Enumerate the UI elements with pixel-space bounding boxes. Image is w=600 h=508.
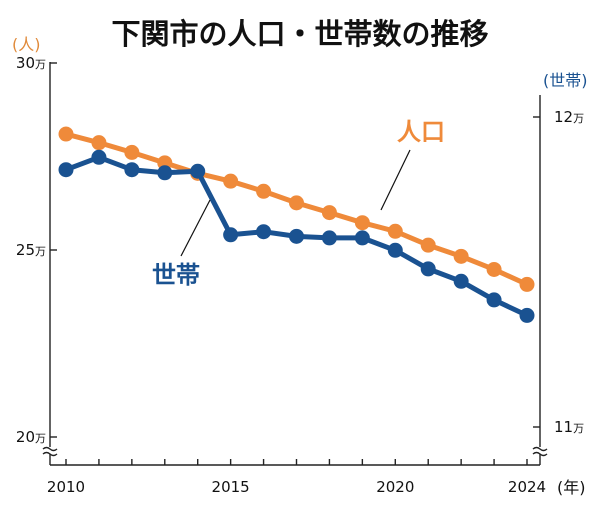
data-point-households [289,228,304,244]
data-point-population [91,135,107,151]
left-tick-label: 30万 [16,54,46,72]
data-point-population [124,144,140,160]
data-point-households [519,307,535,323]
right-tick-label: 12万 [554,108,584,126]
data-point-households [190,163,206,179]
data-point-households [420,261,436,277]
x-tick-label: 2010 [47,478,85,496]
x-axis-unit: (年) [557,478,586,497]
data-point-population [321,205,337,221]
households-leader-line [180,199,211,257]
data-point-population [58,126,74,142]
data-point-population [387,223,403,239]
left-axis-unit: (人) [12,35,41,54]
data-point-households [354,230,370,246]
data-point-households [91,149,107,165]
x-tick-label: 2024 [508,478,546,496]
data-point-population [453,248,469,264]
x-tick-label: 2020 [376,478,414,496]
data-point-households [486,292,502,308]
population-annotation: 人口 [397,118,445,146]
data-point-population [420,237,436,253]
data-point-households [124,162,140,178]
data-point-households [157,165,173,181]
data-point-households [223,227,239,243]
left-axis-break [42,446,58,457]
data-point-population [354,215,370,231]
axes [42,62,548,466]
data-point-population [223,173,239,189]
x-tick-label: 2015 [212,478,250,496]
right-axis-unit: (世帯) [543,71,588,90]
data-point-population [289,195,304,211]
data-point-households [387,242,403,258]
data-point-households [453,273,469,289]
tick-labels: 30万 25万 20万 12万 11万 2010 2015 2020 2024 [16,54,584,496]
data-point-population [519,276,535,292]
data-point-households [256,224,272,240]
right-axis-break [532,446,548,457]
households-annotation: 世帯 [152,261,200,289]
data-point-population [256,183,272,199]
right-tick-label: 11万 [554,418,584,436]
data-point-households [321,230,337,246]
chart-title: 下関市の人口・世帯数の推移 [111,17,488,51]
left-tick-label: 20万 [16,428,46,446]
left-tick-label: 25万 [16,241,46,259]
population-leader-line [380,149,411,211]
data-point-households [58,162,74,178]
data-point-population [486,261,502,277]
